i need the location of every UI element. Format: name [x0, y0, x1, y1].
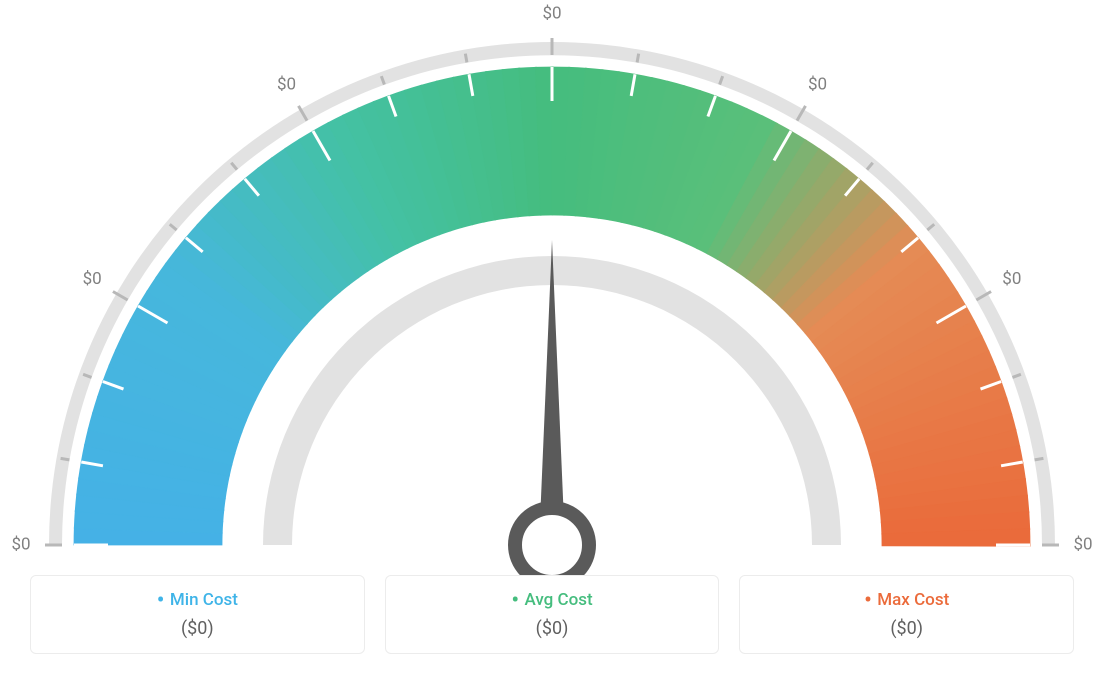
gauge-tick-label: $0: [83, 269, 102, 289]
legend-card-min: Min Cost ($0): [30, 575, 365, 654]
gauge-tick-label: $0: [808, 75, 827, 95]
gauge-tick-label: $0: [1002, 269, 1021, 289]
gauge-tick-label: $0: [1073, 534, 1092, 554]
legend-card-max: Max Cost ($0): [739, 575, 1074, 654]
gauge-chart: $0 $0 $0 $0 $0 $0 $0: [0, 0, 1104, 560]
legend-card-avg: Avg Cost ($0): [385, 575, 720, 654]
gauge-tick-label: $0: [277, 75, 296, 95]
gauge-tick-label: $0: [542, 3, 561, 23]
legend-value-min: ($0): [43, 618, 352, 639]
gauge-tick-label: $0: [11, 534, 30, 554]
cost-gauge-widget: $0 $0 $0 $0 $0 $0 $0 Min Cost ($0) Avg Cost ($…: [0, 0, 1104, 690]
gauge-hub: [515, 508, 589, 582]
legend-label-avg: Avg Cost: [398, 590, 707, 610]
legend-value-avg: ($0): [398, 618, 707, 639]
gauge-needle: [539, 240, 565, 545]
legend-row: Min Cost ($0) Avg Cost ($0) Max Cost ($0…: [30, 575, 1074, 654]
legend-label-min: Min Cost: [43, 590, 352, 610]
legend-value-max: ($0): [752, 618, 1061, 639]
gauge-svg: $0 $0 $0 $0 $0 $0 $0: [0, 0, 1104, 590]
legend-label-max: Max Cost: [752, 590, 1061, 610]
